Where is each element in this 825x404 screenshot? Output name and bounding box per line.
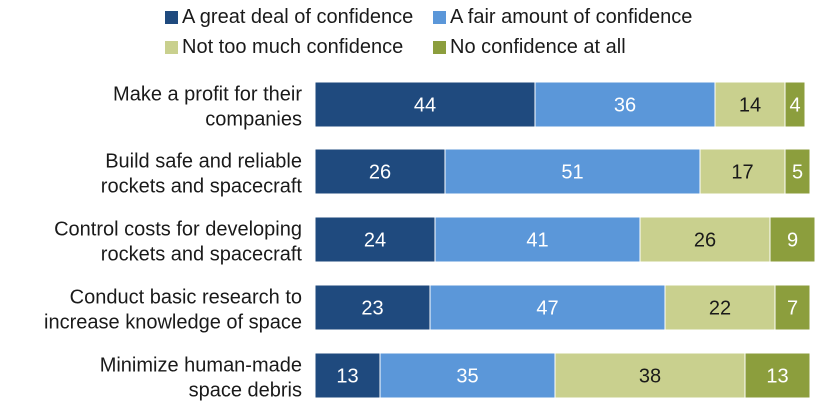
bar-segment xyxy=(784,148,811,195)
bar-segment xyxy=(714,81,786,128)
category-label: rockets and spacecraft xyxy=(101,176,303,198)
legend-label: A great deal of confidence xyxy=(182,6,413,28)
value-label: 9 xyxy=(787,230,798,252)
legend-swatch xyxy=(433,41,446,54)
value-label: 41 xyxy=(526,230,548,252)
legend-label: Not too much confidence xyxy=(182,36,403,58)
legend-swatch xyxy=(165,11,178,24)
category-labels: Make a profit for their companies Build sa… xyxy=(44,84,302,402)
value-label: 7 xyxy=(787,298,798,320)
value-label: 38 xyxy=(639,366,661,388)
bar-segment xyxy=(444,148,701,195)
category-label: Build safe and reliable xyxy=(105,151,302,173)
legend-label: No confidence at all xyxy=(450,36,626,58)
value-label: 13 xyxy=(766,366,788,388)
bar-segment xyxy=(554,352,746,399)
value-label: 22 xyxy=(709,298,731,320)
bar-segment xyxy=(314,216,436,263)
category-label: Minimize human-made xyxy=(100,355,302,377)
bar-segment xyxy=(769,216,816,263)
category-label: Make a profit for their xyxy=(113,84,302,106)
value-label: 14 xyxy=(739,95,761,117)
bar-segment xyxy=(774,284,811,331)
value-label: 44 xyxy=(414,95,436,117)
bar-segment xyxy=(429,284,666,331)
value-label: 4 xyxy=(789,95,800,117)
category-label: space debris xyxy=(189,380,302,402)
value-label: 5 xyxy=(792,162,803,184)
bar-segment xyxy=(314,284,431,331)
value-label: 51 xyxy=(561,162,583,184)
bar-segment xyxy=(314,352,381,399)
data-labels: 44 36 14 4 26 51 17 5 24 41 26 9 23 47 22 7 13 35 38 13 xyxy=(336,95,803,388)
bar-segment xyxy=(664,284,776,331)
bar-segment xyxy=(639,216,771,263)
bars xyxy=(314,81,816,399)
value-label: 24 xyxy=(364,230,386,252)
category-label: increase knowledge of space xyxy=(44,312,302,334)
value-label: 26 xyxy=(369,162,391,184)
value-label: 26 xyxy=(694,230,716,252)
bar-segment xyxy=(434,216,641,263)
value-label: 35 xyxy=(456,366,478,388)
bar-segment xyxy=(314,81,536,128)
value-label: 23 xyxy=(361,298,383,320)
category-label: Conduct basic research to xyxy=(70,287,302,309)
category-label: Control costs for developing xyxy=(54,219,302,241)
bar-segment xyxy=(314,148,446,195)
legend-swatch xyxy=(165,41,178,54)
bar-segment xyxy=(379,352,556,399)
value-label: 36 xyxy=(614,95,636,117)
bar-segment xyxy=(699,148,786,195)
legend-label: A fair amount of confidence xyxy=(450,6,692,28)
legend: A great deal of confidence A fair amount … xyxy=(165,6,692,58)
bar-segment xyxy=(534,81,716,128)
bar-segment xyxy=(784,81,806,128)
category-label: rockets and spacecraft xyxy=(101,244,303,266)
value-label: 17 xyxy=(731,162,753,184)
bar-segment xyxy=(744,352,811,399)
category-label: companies xyxy=(205,109,302,131)
value-label: 13 xyxy=(336,366,358,388)
value-label: 47 xyxy=(536,298,558,320)
legend-swatch xyxy=(433,11,446,24)
